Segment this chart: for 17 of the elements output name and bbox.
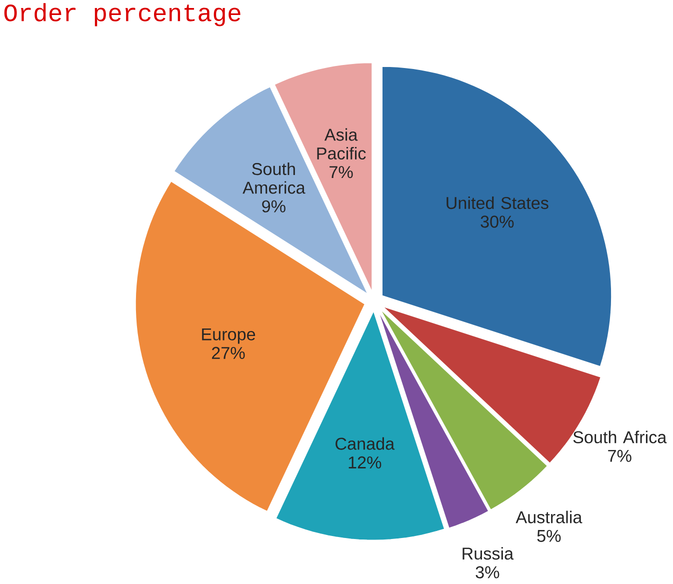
- slice-label: Australia: [516, 511, 582, 524]
- slice-label: Europe: [202, 328, 256, 344]
- slice-label: Asia Pacific: [317, 128, 366, 160]
- chart-title: Order percentage: [4, 3, 240, 27]
- data-label: 9%: [262, 200, 286, 213]
- data-label: 7%: [608, 450, 632, 462]
- slice-label: South Africa: [573, 430, 667, 444]
- slice-label: South America: [242, 162, 306, 194]
- slice-label: Russia: [462, 547, 514, 560]
- slice-label: United States: [446, 196, 548, 210]
- slice-label: Canada: [336, 438, 395, 450]
- data-label: 5%: [537, 530, 561, 542]
- data-label: 7%: [330, 166, 353, 178]
- data-label: 27%: [212, 347, 245, 360]
- data-label: 12%: [348, 456, 382, 469]
- data-label: 30%: [480, 216, 514, 228]
- data-label: 3%: [476, 566, 500, 579]
